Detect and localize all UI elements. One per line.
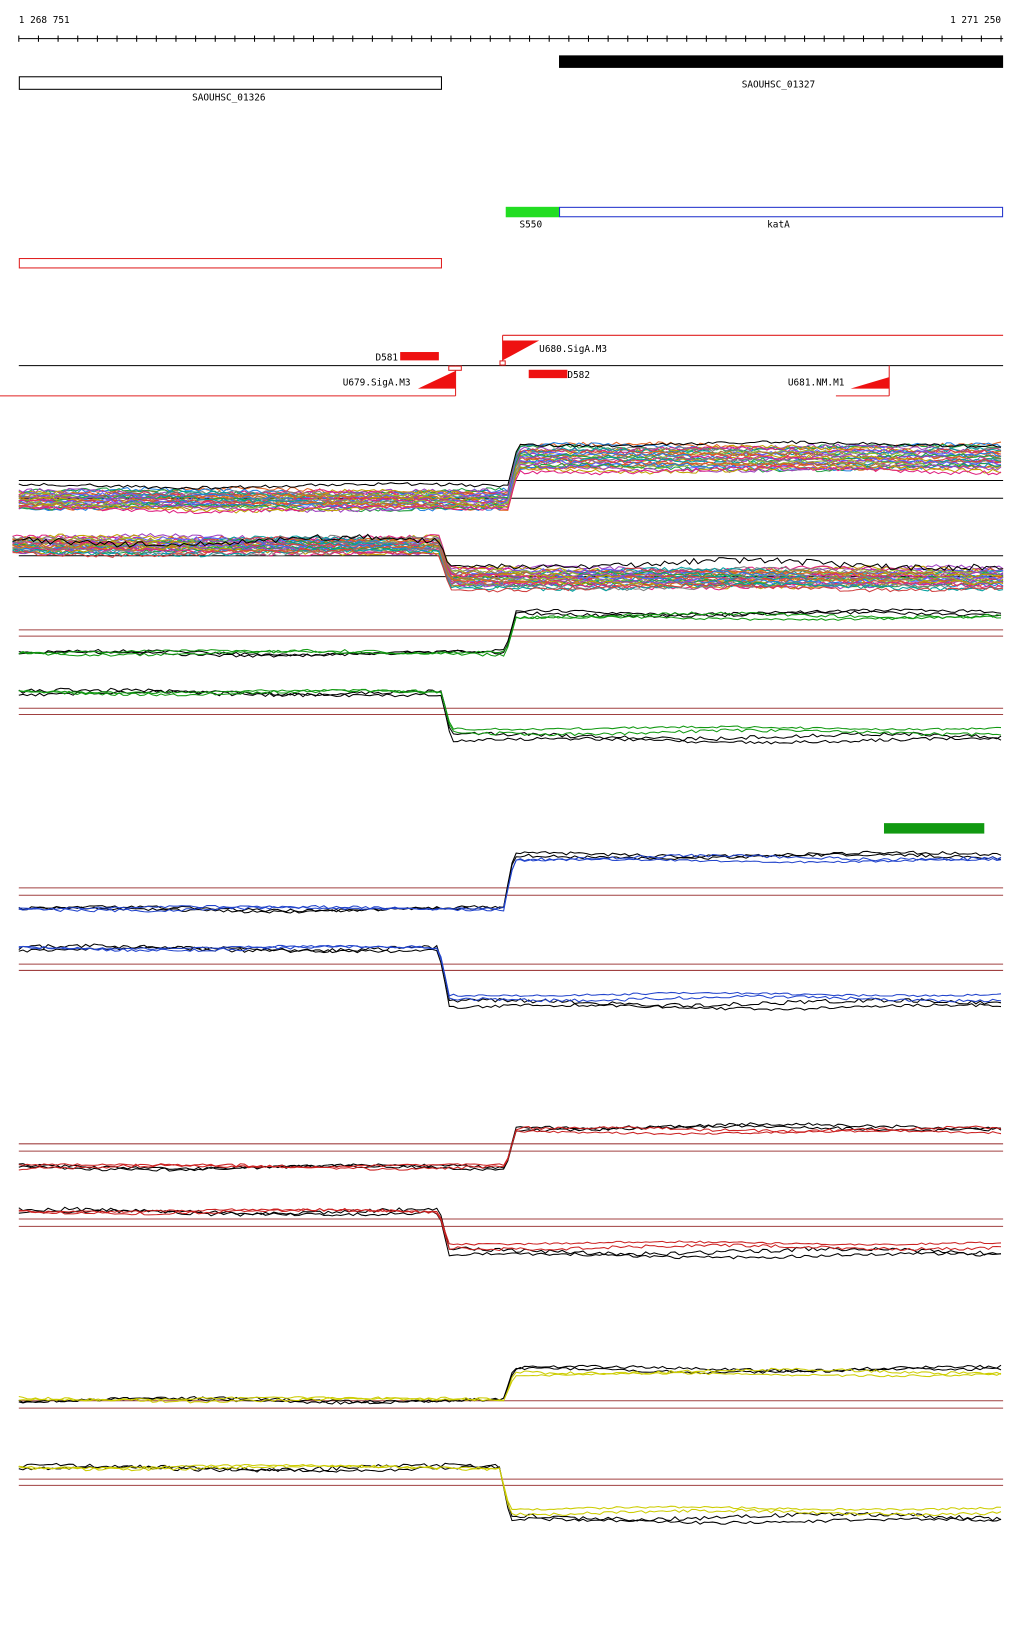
segment-arrow xyxy=(502,340,540,361)
feature-label: S550 xyxy=(519,220,542,231)
trace xyxy=(12,533,1004,572)
trace xyxy=(18,853,1002,913)
trace xyxy=(18,1206,1002,1257)
segment-label: D582 xyxy=(567,370,590,381)
marker xyxy=(448,365,462,371)
trace xyxy=(18,852,1002,914)
trace xyxy=(18,944,1002,998)
highlight-bar xyxy=(883,823,985,834)
trace xyxy=(18,1464,1002,1525)
segment-box xyxy=(528,369,568,379)
trace xyxy=(18,1464,1002,1517)
ruler-end: 1 271 250 xyxy=(950,15,1001,26)
trace xyxy=(18,615,1002,655)
trace xyxy=(12,545,1004,590)
trace xyxy=(18,1462,1002,1522)
trace xyxy=(18,1207,1002,1252)
segment-arrow xyxy=(417,370,456,389)
trace xyxy=(18,448,1002,502)
trace xyxy=(18,452,1002,505)
trace xyxy=(18,1208,1002,1260)
gene-label: SAOUHSC_01327 xyxy=(742,80,816,91)
trace xyxy=(18,1125,1002,1171)
feature-box xyxy=(505,206,560,218)
segment-arrow xyxy=(850,377,890,389)
ruler-ticks xyxy=(18,35,1002,42)
feature-box xyxy=(559,206,1004,218)
trace xyxy=(18,688,1002,737)
gene-box xyxy=(559,55,1004,68)
trace xyxy=(18,608,1002,657)
trace xyxy=(18,1129,1002,1169)
feature-box xyxy=(18,258,442,269)
trace xyxy=(18,465,1002,515)
marker xyxy=(499,360,506,366)
trace xyxy=(12,540,1004,583)
gene-box xyxy=(18,76,442,90)
segment-label: D581 xyxy=(375,352,398,363)
trace xyxy=(18,943,1002,1008)
segment-box xyxy=(400,352,439,361)
trace xyxy=(18,610,1002,658)
trace xyxy=(18,857,1002,911)
trace xyxy=(18,1371,1002,1402)
trace xyxy=(12,543,1004,587)
trace xyxy=(12,547,1004,592)
trace xyxy=(18,688,1002,731)
trace xyxy=(18,440,1002,490)
trace xyxy=(18,1208,1002,1246)
feature-label: katA xyxy=(767,220,790,231)
gene-label: SAOUHSC_01326 xyxy=(192,92,266,103)
segment-label: U681.NM.M1 xyxy=(788,377,845,388)
segment-label: U679.SigA.M3 xyxy=(343,377,411,388)
trace xyxy=(12,547,1004,593)
trace xyxy=(18,944,1002,1003)
trace xyxy=(18,1463,1002,1511)
traces xyxy=(12,440,1004,1525)
segment-label: U680.SigA.M3 xyxy=(539,344,607,355)
trace xyxy=(18,1367,1002,1404)
ruler-start: 1 268 751 xyxy=(19,15,70,26)
trace xyxy=(12,534,1004,576)
